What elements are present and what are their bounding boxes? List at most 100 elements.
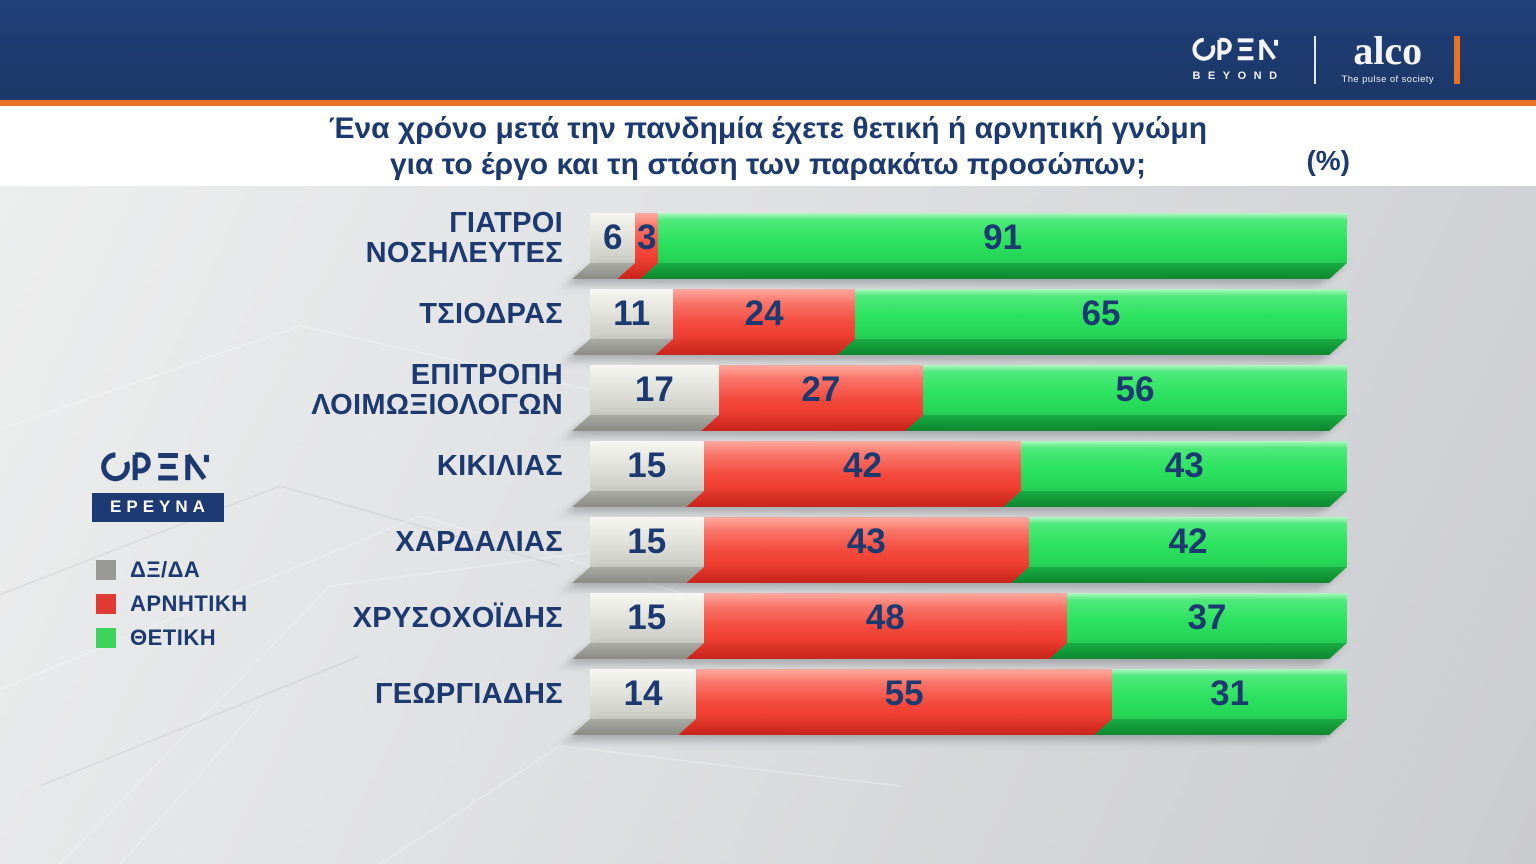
value-label: 65 <box>1081 294 1121 333</box>
segment-3d-face <box>572 719 696 735</box>
value-label: 55 <box>884 674 924 713</box>
segment-3d-face <box>640 263 1347 279</box>
value-label: 91 <box>983 218 1022 257</box>
segment-ΔΞ/ΔΑ: 11 <box>590 289 674 339</box>
bar-row: ΓΙΑΤΡΟΙ ΝΟΣΗΛΕΥΤΕΣ 6 3 91 <box>0 207 1380 279</box>
bar-row: ΧΡΥΣΟΧΟΪΔΗΣ 15 48 37 <box>0 593 1380 659</box>
category-label: ΓΙΑΤΡΟΙ ΝΟΣΗΛΕΥΤΕΣ <box>365 207 563 269</box>
header-branding: BEYOND alco The pulse of society <box>1184 31 1460 85</box>
segment-3d-face <box>1049 643 1347 659</box>
value-label: 43 <box>846 522 886 561</box>
segment-ΔΞ/ΔΑ: 6 <box>590 213 636 263</box>
value-label: 15 <box>627 598 667 637</box>
question-line-2: για το έργο και τη στάση των παρακάτω πρ… <box>390 148 1146 181</box>
segment-3d-face <box>905 415 1347 431</box>
open-beyond-logo: BEYOND <box>1184 36 1288 82</box>
segment-ΑΡΝΗΤΙΚΗ: 42 <box>703 441 1022 491</box>
value-label: 31 <box>1210 674 1250 713</box>
percent-unit-label: (%) <box>1306 145 1350 176</box>
legend-label: ΔΞ/ΔΑ <box>130 557 201 582</box>
segment-3d-face <box>678 719 1113 735</box>
segment-ΑΡΝΗΤΙΚΗ: 43 <box>703 517 1030 567</box>
header-bar: BEYOND alco The pulse of society <box>0 0 1536 100</box>
value-label: 42 <box>843 446 882 485</box>
legend-item-positive: ΘΕΤΙΚΗ <box>96 622 248 654</box>
alco-name: alco <box>1353 28 1423 73</box>
value-label: 17 <box>634 370 674 409</box>
segment-ΘΕΤΙΚΗ: 65 <box>854 289 1347 339</box>
stacked-bar: 11 24 65 <box>572 289 1347 355</box>
segment-ΘΕΤΙΚΗ: 31 <box>1112 669 1347 719</box>
segment-ΑΡΝΗΤΙΚΗ: 3 <box>635 213 659 263</box>
question-line-1: Ένα χρόνο μετά την πανδημία έχετε θετική… <box>328 112 1208 145</box>
segment-ΔΞ/ΔΑ: 17 <box>590 365 719 415</box>
value-label: 3 <box>637 218 657 257</box>
legend-label: ΑΡΝΗΤΙΚΗ <box>130 591 248 616</box>
alco-accent-bar <box>1454 36 1460 84</box>
green-swatch-icon <box>96 628 116 648</box>
stacked-bar: 15 48 37 <box>572 593 1347 659</box>
value-label: 27 <box>801 370 841 409</box>
segment-3d-face <box>685 491 1022 507</box>
alco-logo: alco The pulse of society <box>1341 28 1435 86</box>
open-sub-label: BEYOND <box>1192 70 1285 82</box>
ereyna-badge: ΕΡΕΥΝΑ <box>92 493 224 522</box>
value-label: 15 <box>627 446 667 485</box>
segment-3d-face <box>572 567 704 583</box>
category-label: ΧΑΡΔΑΛΙΑΣ <box>395 526 563 558</box>
value-label: 15 <box>627 522 667 561</box>
open-tv-logo-icon <box>101 452 209 482</box>
segment-ΔΞ/ΔΑ: 15 <box>590 517 704 567</box>
value-label: 56 <box>1115 370 1155 409</box>
open-tv-logo-icon <box>1191 37 1278 61</box>
segment-3d-face <box>700 415 924 431</box>
segment-3d-face <box>572 491 704 507</box>
segment-3d-face <box>837 339 1347 355</box>
value-label: 48 <box>865 598 905 637</box>
segment-3d-face <box>572 643 704 659</box>
segment-ΘΕΤΙΚΗ: 91 <box>658 213 1347 263</box>
red-swatch-icon <box>96 594 116 614</box>
value-label: 37 <box>1187 598 1227 637</box>
category-label: ΤΣΙΟΔΡΑΣ <box>419 298 563 330</box>
value-label: 42 <box>1168 522 1208 561</box>
category-label: ΕΠΙΤΡΟΠΗ ΛΟΙΜΩΞΙΟΛΟΓΩΝ <box>311 359 563 421</box>
stacked-bar: 15 42 43 <box>572 441 1347 507</box>
open-ereyna-logo: ΕΡΕΥΝΑ <box>92 450 224 522</box>
segment-ΘΕΤΙΚΗ: 56 <box>923 365 1347 415</box>
segment-3d-face <box>1094 719 1347 735</box>
segment-ΑΡΝΗΤΙΚΗ: 48 <box>703 593 1067 643</box>
category-label: ΧΡΥΣΟΧΟΪΔΗΣ <box>352 602 563 634</box>
segment-3d-face <box>685 643 1067 659</box>
segment-ΔΞ/ΔΑ: 15 <box>590 593 704 643</box>
segment-3d-face <box>1003 491 1347 507</box>
value-label: 11 <box>613 294 651 333</box>
value-label: 24 <box>744 294 784 333</box>
alco-tagline: The pulse of society <box>1341 74 1434 85</box>
category-label: ΓΕΩΡΓΙΑΔΗΣ <box>375 678 563 710</box>
value-label: 43 <box>1164 446 1204 485</box>
bar-row: ΕΠΙΤΡΟΠΗ ΛΟΙΜΩΞΙΟΛΟΓΩΝ 17 27 56 <box>0 359 1380 431</box>
legend: ΔΞ/ΔΑ ΑΡΝΗΤΙΚΗ ΘΕΤΙΚΗ <box>96 554 248 654</box>
segment-ΑΡΝΗΤΙΚΗ: 55 <box>695 669 1113 719</box>
segment-3d-face <box>655 339 855 355</box>
segment-ΘΕΤΙΚΗ: 43 <box>1021 441 1347 491</box>
bar-row: ΚΙΚΙΛΙΑΣ 15 42 43 <box>0 441 1380 507</box>
segment-ΔΞ/ΔΑ: 14 <box>590 669 696 719</box>
segment-3d-face <box>572 415 719 431</box>
category-label: ΚΙΚΙΛΙΑΣ <box>436 450 563 482</box>
segment-3d-face <box>1011 567 1347 583</box>
segment-ΘΕΤΙΚΗ: 42 <box>1029 517 1347 567</box>
segment-ΘΕΤΙΚΗ: 37 <box>1066 593 1347 643</box>
segment-ΑΡΝΗΤΙΚΗ: 24 <box>673 289 855 339</box>
orange-accent-stripe <box>0 100 1536 106</box>
segment-ΑΡΝΗΤΙΚΗ: 27 <box>718 365 924 415</box>
question-title-band: Ένα χρόνο μετά την πανδημία έχετε θετική… <box>0 106 1536 186</box>
gray-swatch-icon <box>96 560 116 580</box>
legend-item-dxda: ΔΞ/ΔΑ <box>96 554 248 586</box>
legend-label: ΘΕΤΙΚΗ <box>130 625 217 650</box>
legend-item-negative: ΑΡΝΗΤΙΚΗ <box>96 588 248 620</box>
stacked-bar: 15 43 42 <box>572 517 1347 583</box>
